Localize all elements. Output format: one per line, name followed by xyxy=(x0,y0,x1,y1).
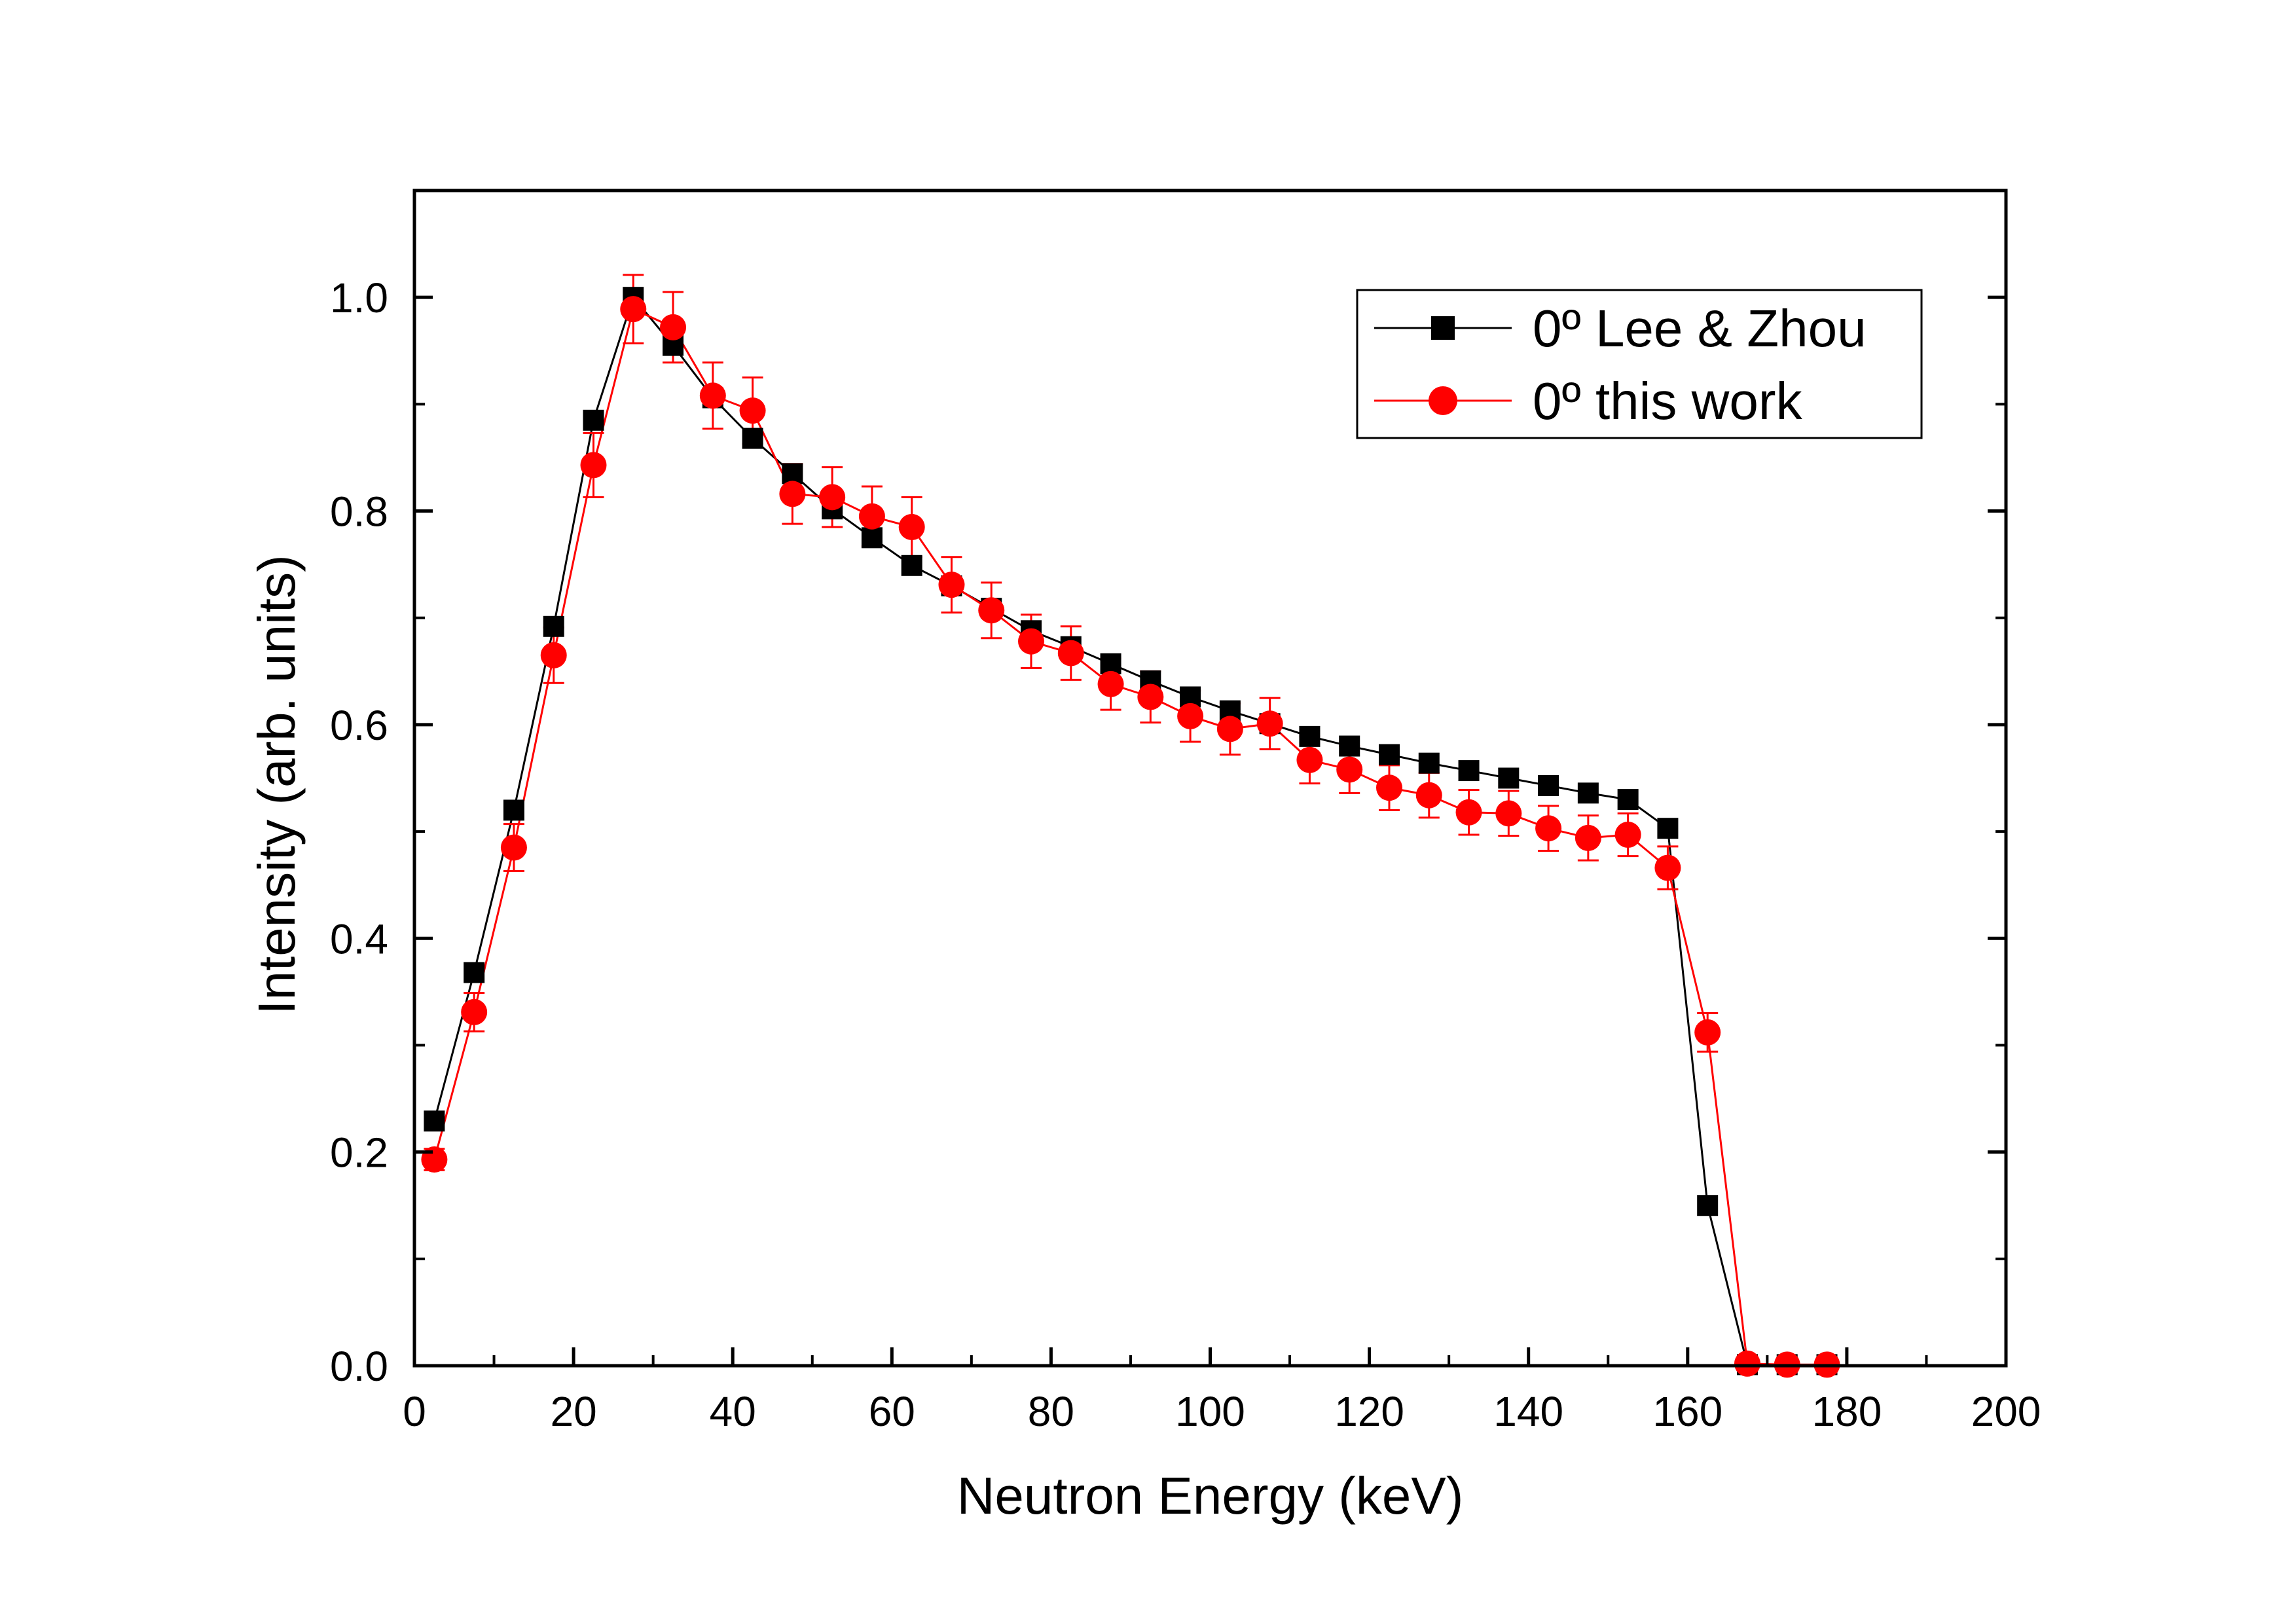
data-point-circle xyxy=(1455,799,1482,826)
data-point-square xyxy=(861,527,883,549)
data-point-circle xyxy=(898,514,925,541)
legend: 0º Lee & Zhou 0º this work xyxy=(1356,289,1923,439)
data-point-circle xyxy=(620,296,647,323)
data-point-circle xyxy=(461,998,488,1025)
data-point-square xyxy=(1697,1195,1719,1216)
y-axis-title: Intensity (arb. units) xyxy=(247,555,306,1015)
x-tick-label: 0 xyxy=(403,1388,426,1435)
y-tick-label: 0.4 xyxy=(330,915,388,962)
data-point-square xyxy=(1617,789,1639,811)
data-point-square xyxy=(424,1110,445,1132)
data-point-square xyxy=(503,799,524,821)
data-point-square xyxy=(1538,775,1559,796)
data-point-circle xyxy=(938,572,965,598)
y-tick-label: 1.0 xyxy=(330,274,388,321)
data-point-circle xyxy=(858,503,885,530)
data-point-circle xyxy=(1296,746,1323,773)
markers xyxy=(421,287,1840,1378)
data-point-square xyxy=(782,463,803,484)
x-tick-label: 120 xyxy=(1334,1388,1404,1435)
data-point-circle xyxy=(580,452,607,479)
data-point-square xyxy=(1577,782,1599,804)
data-point-square xyxy=(543,615,564,637)
y-tick-label: 0.8 xyxy=(330,488,388,536)
data-point-circle xyxy=(1495,800,1522,827)
data-point-circle xyxy=(660,314,687,340)
x-tick-label: 80 xyxy=(1028,1388,1074,1435)
data-point-circle xyxy=(1137,684,1164,710)
y-tick-label: 0.0 xyxy=(330,1343,388,1390)
y-tick-label: 0.2 xyxy=(330,1129,388,1176)
legend-label: 0º this work xyxy=(1533,372,1803,430)
data-point-circle xyxy=(1177,702,1204,729)
data-point-square xyxy=(1498,767,1520,789)
tick-labels: 0 20 40 60 80 100 120 140 160 180 200 0.0 0.2 0.4 0.6 0… xyxy=(330,274,2041,1435)
data-point-square xyxy=(1657,818,1679,839)
data-point-square xyxy=(901,555,922,576)
x-tick-label: 60 xyxy=(869,1388,915,1435)
data-point-circle xyxy=(1429,386,1457,415)
data-point-square xyxy=(1418,752,1440,774)
x-tick-label: 200 xyxy=(1971,1388,2041,1435)
data-point-square xyxy=(1378,744,1400,765)
y-tick-label: 0.6 xyxy=(330,702,388,749)
data-point-circle xyxy=(1694,1019,1721,1046)
data-point-square xyxy=(1431,316,1455,340)
data-point-circle xyxy=(1057,640,1084,666)
data-point-circle xyxy=(739,397,766,424)
data-point-circle xyxy=(978,597,1005,624)
data-point-square xyxy=(583,409,604,431)
data-point-circle xyxy=(540,642,567,668)
data-point-circle xyxy=(500,834,527,861)
x-tick-label: 160 xyxy=(1652,1388,1722,1435)
data-point-circle xyxy=(1575,824,1601,851)
data-point-square xyxy=(1339,735,1360,757)
legend-box xyxy=(1356,289,1923,439)
data-point-circle xyxy=(1415,782,1442,809)
data-point-circle xyxy=(421,1146,448,1173)
x-tick-label: 20 xyxy=(551,1388,597,1435)
x-tick-label: 40 xyxy=(710,1388,756,1435)
data-point-circle xyxy=(1018,628,1045,655)
data-point-circle xyxy=(1734,1350,1760,1377)
data-point-square xyxy=(742,428,763,449)
x-tick-label: 100 xyxy=(1175,1388,1245,1435)
data-point-circle xyxy=(1535,815,1562,842)
data-point-circle xyxy=(1216,716,1243,742)
data-point-square xyxy=(1100,653,1121,674)
data-point-square xyxy=(464,962,485,983)
legend-entries: 0º Lee & Zhou 0º this work xyxy=(1374,299,1867,430)
data-point-circle xyxy=(1097,670,1124,697)
data-point-square xyxy=(1299,725,1321,747)
data-point-circle xyxy=(819,484,846,511)
data-point-circle xyxy=(1336,756,1363,783)
data-point-circle xyxy=(699,382,726,409)
data-point-square xyxy=(1458,760,1480,782)
data-point-circle xyxy=(1654,854,1681,881)
data-point-circle xyxy=(1256,710,1283,737)
x-tick-label: 140 xyxy=(1493,1388,1563,1435)
data-point-circle xyxy=(1614,821,1641,848)
legend-label: 0º Lee & Zhou xyxy=(1533,299,1867,357)
x-axis-title: Neutron Energy (keV) xyxy=(957,1467,1464,1525)
data-point-circle xyxy=(779,481,806,507)
x-tick-label: 180 xyxy=(1812,1388,1882,1435)
plot-frame xyxy=(412,189,2008,1368)
data-point-circle xyxy=(1376,775,1402,801)
